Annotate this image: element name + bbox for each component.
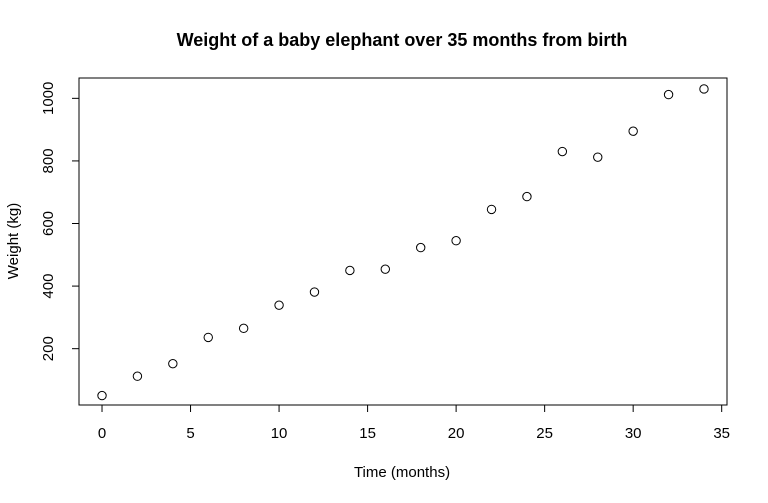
data-point <box>699 84 709 94</box>
data-point <box>203 332 213 343</box>
x-tick-label: 35 <box>713 425 730 442</box>
x-tick-label: 20 <box>448 425 465 442</box>
data-point <box>486 204 497 215</box>
y-tick-label: 1000 <box>40 82 57 115</box>
data-point <box>309 287 320 297</box>
x-tick-label: 30 <box>625 425 642 442</box>
data-point <box>97 390 107 401</box>
y-tick-label: 600 <box>40 211 57 236</box>
data-point <box>416 242 426 253</box>
y-tick-label: 200 <box>40 336 57 361</box>
x-tick-label: 10 <box>271 425 288 442</box>
x-tick-label: 0 <box>98 425 106 442</box>
data-point <box>168 358 178 369</box>
data-point <box>238 323 249 334</box>
y-tick-label: 400 <box>40 274 57 299</box>
data-point <box>345 265 355 276</box>
data-point <box>274 300 284 310</box>
data-point <box>132 371 143 381</box>
y-axis-label: Weight (kg) <box>5 203 22 279</box>
data-point <box>593 152 603 162</box>
x-tick-label: 15 <box>359 425 376 442</box>
y-tick-label: 800 <box>40 148 57 173</box>
data-point <box>522 191 532 202</box>
y-axis: 200 400 600 800 1000 <box>40 82 80 361</box>
chart-title: Weight of a baby elephant over 35 months… <box>177 30 628 50</box>
data-points <box>97 84 709 401</box>
x-axis: 0 5 10 15 20 25 30 35 <box>98 404 730 442</box>
plot-area <box>78 77 728 406</box>
x-tick-label: 5 <box>186 425 194 442</box>
data-point <box>628 126 638 136</box>
data-point <box>451 236 461 246</box>
data-point <box>380 264 390 274</box>
x-axis-label: Time (months) <box>354 464 450 481</box>
data-point <box>663 89 674 100</box>
data-point <box>557 146 568 157</box>
x-tick-label: 25 <box>536 425 553 442</box>
